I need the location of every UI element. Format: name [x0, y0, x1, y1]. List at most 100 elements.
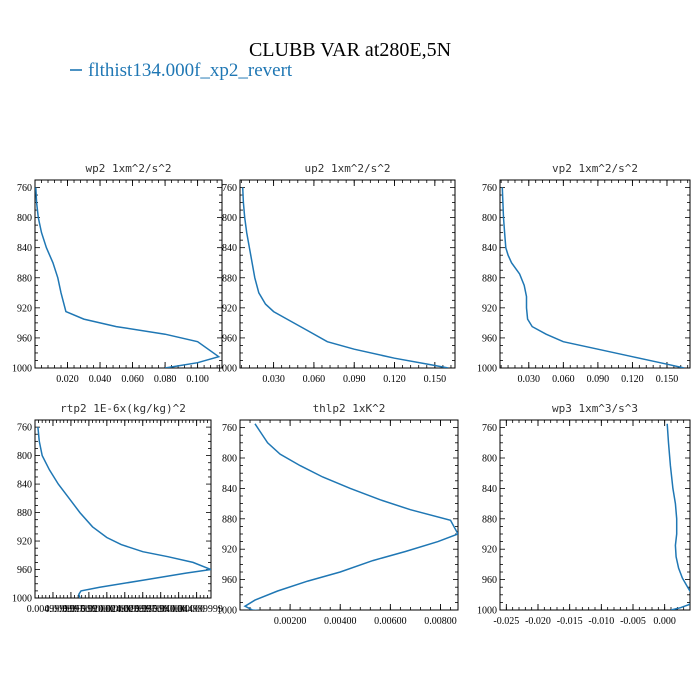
y-tick-label: 960 — [222, 575, 237, 586]
panel-1: wp2 1xm^2/s^2 760 800 840 880 920 960 1000 0.020… — [12, 162, 223, 385]
x-tick-label: 0.00600 — [374, 616, 407, 627]
x-tick-label: 0.035000000 — [134, 604, 187, 615]
y-tick-label: 960 — [17, 333, 32, 344]
y-tick-label: 800 — [222, 454, 237, 465]
x-tick-label: -0.010 — [588, 616, 614, 627]
x-tick-label: 0.080 — [154, 374, 177, 385]
y-tick-label: 760 — [482, 423, 497, 434]
panel-4: rtp2 1E-6x(kg/kg)^2 760 800 840 880 920 960 100… — [12, 402, 223, 615]
panel-2: up2 1xm^2/s^2 760 800 840 880 920 960 1000 0.030… — [217, 162, 456, 385]
y-tick-label: 1000 — [477, 364, 497, 375]
y-tick-label: 920 — [17, 303, 32, 314]
panel-title: up2 1xm^2/s^2 — [304, 162, 390, 175]
y-tick-label: 840 — [222, 243, 237, 254]
y-tick-label: 840 — [482, 243, 497, 254]
x-tick-label: 0.009999999 — [45, 604, 98, 615]
plot-frame — [34, 419, 212, 599]
x-tick-label: 0.100 — [186, 374, 209, 385]
x-tick-label: 0.030 — [518, 374, 541, 385]
y-tick-label: 760 — [222, 183, 237, 194]
x-tick-label: -0.005 — [620, 616, 646, 627]
series-line — [501, 187, 685, 368]
x-tick-label: 0.00800 — [424, 616, 457, 627]
y-tick-label: 840 — [222, 484, 237, 495]
y-tick-label: 920 — [482, 545, 497, 556]
x-tick-label: 0.004999999 — [27, 604, 80, 615]
y-tick-label: 760 — [17, 183, 32, 194]
y-tick-label: 880 — [222, 514, 237, 525]
y-tick-label: 840 — [17, 243, 32, 254]
y-tick-label: 920 — [222, 303, 237, 314]
plot-frame — [34, 179, 223, 369]
panel-5: thlp2 1xK^2 760 800 840 880 920 960 1000 0.00200… — [217, 402, 459, 627]
y-tick-label: 800 — [222, 213, 237, 224]
x-tick-label: 0.090 — [587, 374, 610, 385]
panel-title: wp2 1xm^2/s^2 — [85, 162, 171, 175]
x-tick-label: -0.020 — [525, 616, 551, 627]
x-tick-label: 0.020000000 — [81, 604, 134, 615]
panel-title: thlp2 1xK^2 — [313, 402, 386, 415]
x-tick-label: 0.015000000 — [63, 604, 116, 615]
y-tick-label: 880 — [17, 273, 32, 284]
x-tick-label: 0.150 — [656, 374, 679, 385]
plot-frame — [239, 179, 456, 369]
y-tick-label: 760 — [17, 423, 32, 434]
x-tick-label: 0.120 — [621, 374, 644, 385]
x-tick-label: 0.000 — [653, 616, 676, 627]
x-tick-label: 0.024999999 — [99, 604, 152, 615]
y-tick-label: 1000 — [217, 606, 237, 617]
panel-6: wp3 1xm^3/s^37608008408809209601000-0.02… — [477, 402, 691, 627]
x-tick-label: 0.040 — [89, 374, 112, 385]
x-tick-label: 0.040000000 — [152, 604, 205, 615]
y-tick-label: 1000 — [12, 364, 32, 375]
series-line — [37, 427, 211, 598]
y-tick-label: 920 — [482, 303, 497, 314]
y-tick-label: 920 — [17, 537, 32, 548]
figure-title: CLUBB VAR at280E,5N — [249, 39, 451, 61]
x-tick-label: 0.020 — [56, 374, 79, 385]
y-tick-label: 880 — [222, 273, 237, 284]
x-tick-label: 0.030 — [262, 374, 285, 385]
y-tick-label: 960 — [482, 333, 497, 344]
series-line — [666, 423, 690, 610]
x-tick-label: 0.150 — [424, 374, 447, 385]
y-tick-label: 800 — [482, 213, 497, 224]
x-tick-label: -0.015 — [557, 616, 583, 627]
y-tick-label: 960 — [17, 565, 32, 576]
x-tick-label: 0.120 — [383, 374, 406, 385]
panel-title: vp2 1xm^2/s^2 — [552, 162, 638, 175]
y-tick-label: 880 — [482, 514, 497, 525]
series-line — [241, 187, 449, 368]
plot-frame — [239, 419, 459, 611]
y-tick-label: 880 — [17, 508, 32, 519]
x-tick-label: 0.060 — [303, 374, 326, 385]
y-tick-label: 1000 — [217, 364, 237, 375]
y-tick-label: 1000 — [477, 606, 497, 617]
panel-title: wp3 1xm^3/s^3 — [552, 402, 638, 415]
legend-label: flthist134.000f_xp2_revert — [88, 60, 293, 81]
y-tick-label: 960 — [482, 575, 497, 586]
x-tick-label: 0.029999999 — [117, 604, 170, 615]
y-tick-label: 920 — [222, 545, 237, 556]
series-line — [35, 187, 221, 368]
x-tick-label: 0.060 — [552, 374, 575, 385]
y-tick-label: 1000 — [12, 594, 32, 605]
x-tick-label: 0.044999999 — [170, 604, 223, 615]
x-tick-label: 0.00400 — [324, 616, 357, 627]
x-tick-label: 0.00200 — [274, 616, 307, 627]
y-tick-label: 840 — [482, 484, 497, 495]
y-tick-label: 960 — [222, 333, 237, 344]
plot-frame — [499, 179, 691, 369]
panel-title: rtp2 1E-6x(kg/kg)^2 — [60, 402, 186, 415]
y-tick-label: 760 — [482, 183, 497, 194]
y-tick-label: 800 — [482, 454, 497, 465]
y-tick-label: 800 — [17, 213, 32, 224]
series-line — [243, 423, 458, 610]
x-tick-label: 0.060 — [121, 374, 144, 385]
x-tick-label: -0.025 — [493, 616, 519, 627]
y-tick-label: 760 — [222, 423, 237, 434]
y-tick-label: 880 — [482, 273, 497, 284]
y-tick-label: 800 — [17, 451, 32, 462]
y-tick-label: 840 — [17, 480, 32, 491]
